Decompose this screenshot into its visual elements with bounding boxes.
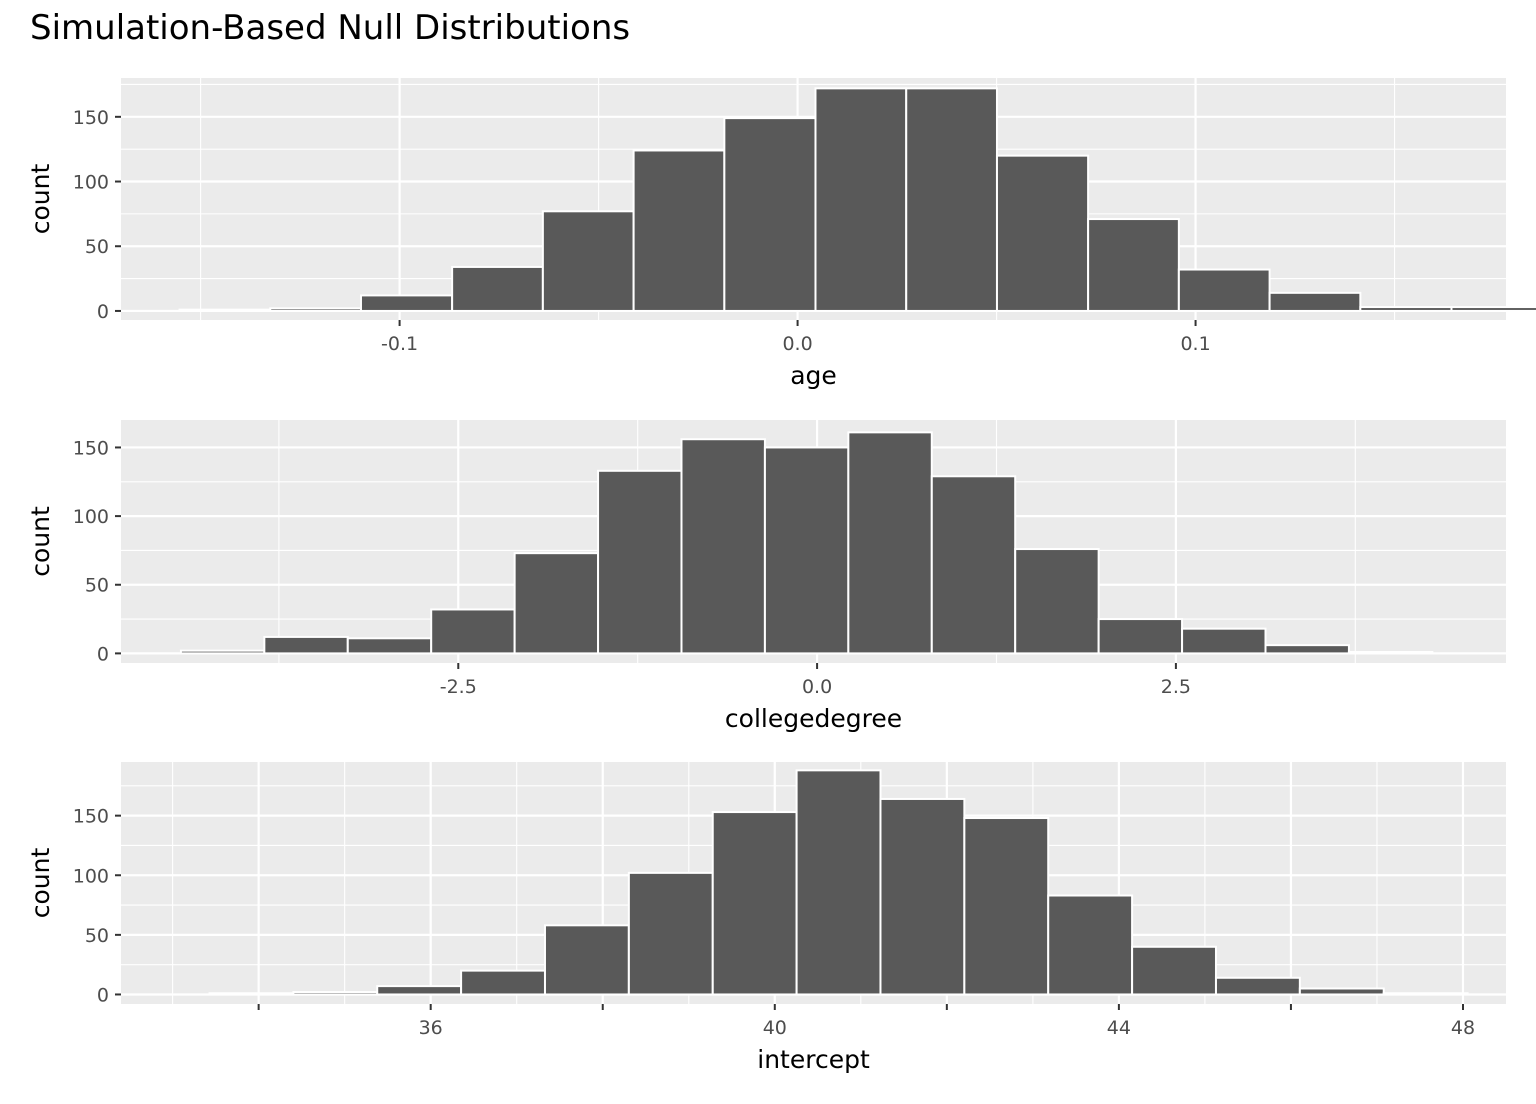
y-axis-title: count — [26, 164, 55, 235]
x-tick-label: 0.0 — [802, 676, 832, 698]
histogram-bar — [376, 985, 463, 996]
x-tick-label: 2.5 — [1161, 676, 1191, 698]
y-tick-label: 100 — [73, 172, 109, 194]
y-tick-label: 100 — [73, 506, 109, 528]
histogram-bar — [1347, 651, 1434, 655]
histogram-bar — [680, 438, 766, 655]
y-tick-label: 150 — [73, 107, 109, 129]
y-tick-label: 50 — [85, 236, 109, 258]
histogram-bar — [995, 154, 1090, 312]
x-tick-label: 40 — [763, 1017, 787, 1039]
histogram-bar — [763, 446, 850, 655]
y-axis-title: count — [26, 506, 55, 577]
histogram-bar — [963, 817, 1050, 996]
x-axis-title: intercept — [757, 1045, 870, 1074]
histogram-bar — [179, 649, 266, 655]
y-axis-title: count — [26, 848, 55, 919]
x-tick-label: 36 — [419, 1017, 443, 1039]
histogram-bar — [1359, 306, 1453, 312]
histogram-bar — [1014, 548, 1100, 655]
histogram-bar — [795, 769, 882, 996]
histogram-bar — [1268, 291, 1362, 312]
histogram-bar — [847, 431, 933, 655]
x-tick-label: -2.5 — [440, 676, 477, 698]
histogram-bar — [1087, 218, 1180, 312]
histogram-bar — [632, 149, 726, 312]
histogram-bar — [451, 265, 544, 312]
histogram-bar — [460, 969, 546, 996]
histogram-bar — [541, 210, 635, 312]
histogram-bar — [1097, 618, 1184, 655]
x-tick-label: 44 — [1107, 1017, 1131, 1039]
x-tick-label: 0.0 — [782, 333, 812, 355]
x-axis-title: collegedegree — [725, 704, 902, 733]
histogram-bar — [1264, 644, 1350, 655]
histogram-bar — [359, 294, 454, 312]
y-tick-label: 150 — [73, 437, 109, 459]
histogram-bar — [178, 308, 272, 312]
histogram-bar — [269, 307, 362, 312]
y-tick-label: 150 — [73, 806, 109, 828]
y-tick-label: 0 — [97, 643, 109, 665]
histogram-bar — [292, 991, 379, 996]
x-axis-title: age — [790, 361, 837, 390]
histogram-bar — [930, 475, 1017, 655]
histogram-bar — [1450, 306, 1536, 312]
x-tick-label: 48 — [1451, 1017, 1475, 1039]
chart-title: Simulation-Based Null Distributions — [30, 8, 631, 48]
histogram-bar — [1177, 268, 1271, 312]
histogram-bar — [346, 637, 433, 655]
histogram-bar — [1214, 976, 1301, 996]
histogram-bar — [1131, 945, 1217, 996]
histogram-bar — [1382, 992, 1469, 996]
y-tick-label: 50 — [85, 925, 109, 947]
histogram-bar — [1181, 627, 1267, 655]
histogram-bar — [208, 992, 295, 996]
histogram-bar — [597, 469, 683, 655]
histogram-bar — [513, 552, 600, 655]
histogram-bar — [905, 87, 998, 312]
histogram-bar — [1298, 987, 1385, 996]
histogram-bar — [263, 635, 349, 655]
y-tick-label: 0 — [97, 301, 109, 323]
y-tick-label: 0 — [97, 984, 109, 1006]
histogram-bar — [711, 811, 798, 996]
x-tick-label: -0.1 — [381, 333, 418, 355]
y-tick-label: 50 — [85, 575, 109, 597]
histogram-bar — [814, 87, 908, 312]
x-tick-label: 0.1 — [1180, 333, 1210, 355]
y-tick-label: 100 — [73, 865, 109, 887]
histogram-bar — [543, 924, 630, 996]
histogram-bar — [627, 871, 714, 996]
histogram-bar — [879, 797, 966, 996]
histogram-bar — [430, 608, 516, 655]
histogram-bar — [723, 117, 817, 312]
histogram-bar — [1047, 894, 1134, 996]
